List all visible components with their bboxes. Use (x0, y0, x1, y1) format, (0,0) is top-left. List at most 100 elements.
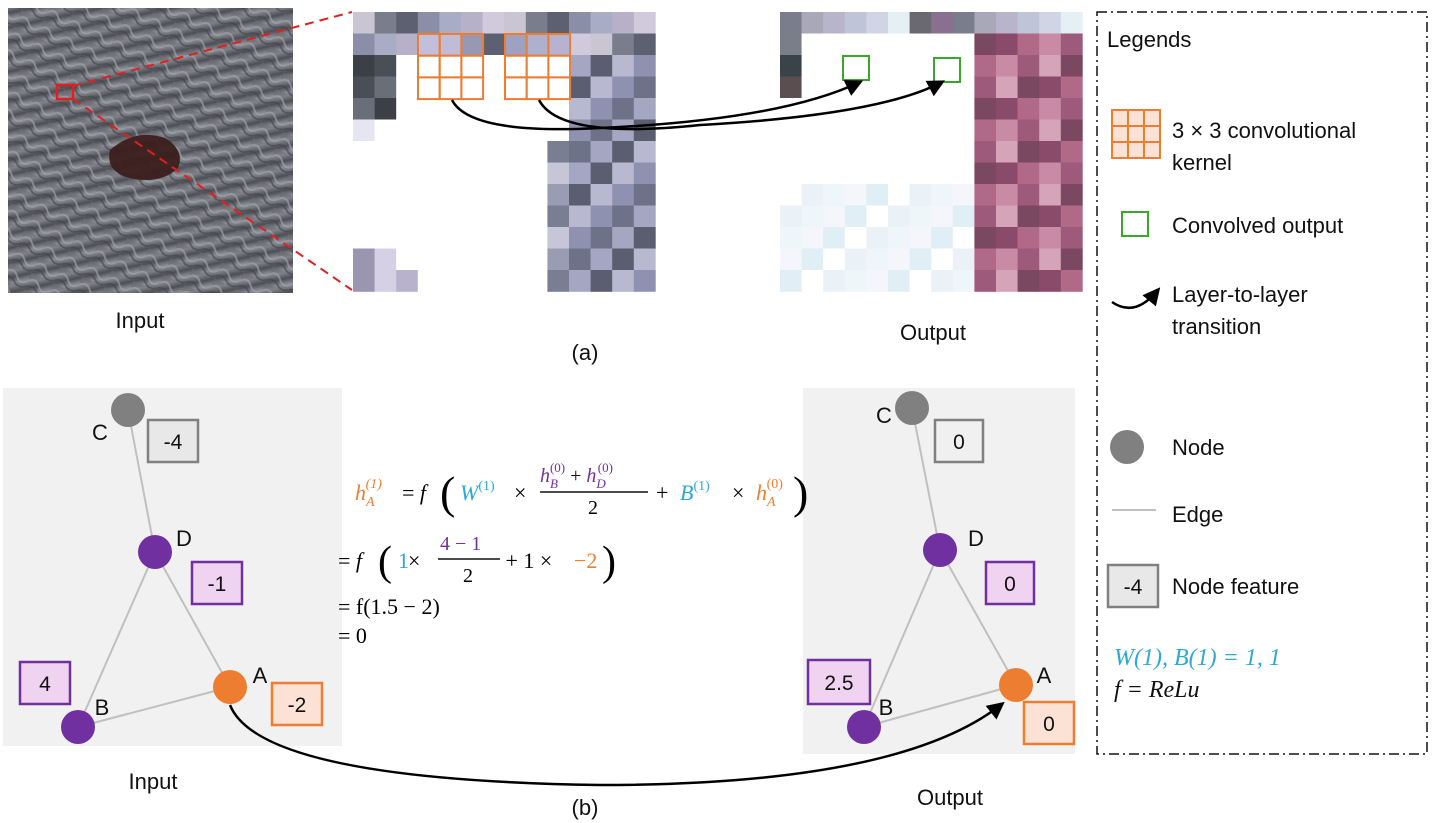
output-pixel (844, 248, 867, 271)
feature-box-a-out (1022, 700, 1076, 746)
convolved-output-cell-2 (933, 57, 961, 83)
output-pixel (1060, 33, 1083, 56)
legend-panel: Legends 3 × 3 convolutional kernel Convo… (1096, 11, 1428, 755)
input-pixel (353, 33, 375, 56)
output-pixel (952, 12, 975, 34)
input-pixel (633, 205, 656, 228)
input-pixel (633, 76, 656, 99)
output-pixel (866, 184, 889, 206)
input-pixel (612, 33, 635, 56)
input-pixel (612, 248, 635, 271)
input-pixel (590, 119, 613, 142)
feature-box-d (190, 560, 244, 606)
output-pixel (1060, 141, 1083, 163)
input-pixel (590, 184, 613, 206)
output-pixel (1060, 248, 1083, 271)
output-pixel (823, 162, 846, 185)
output-pixel (1017, 98, 1040, 120)
output-pixel (1039, 98, 1062, 120)
input-pixel (439, 141, 462, 163)
input-pixel (482, 98, 505, 120)
input-pixel (633, 270, 656, 292)
input-pixel (504, 141, 527, 163)
input-pixel (417, 141, 440, 163)
input-pixel (633, 55, 656, 77)
panel-b-caption: (b) (572, 795, 599, 820)
edge-c-d (127, 409, 156, 553)
output-pixel (952, 227, 975, 249)
output-pixel (952, 55, 975, 77)
output-pixel (974, 227, 997, 249)
input-pixel (525, 12, 548, 34)
input-pixel (590, 98, 613, 120)
eq-paren-close: ) (793, 467, 808, 518)
zoom-box-icon (55, 83, 75, 101)
satellite-input-image (8, 8, 293, 293)
edge-d-b-out (863, 549, 941, 728)
output-pixel (823, 55, 846, 77)
input-pixel (374, 12, 397, 34)
input-pixel (590, 162, 613, 185)
kernel-cell (438, 76, 463, 101)
panel-b-output-label: Output (917, 785, 983, 810)
transition-arrow-2 (537, 80, 946, 131)
zoomed-input-grid (353, 12, 656, 292)
node-c-label: C (92, 420, 108, 445)
output-pixel (1039, 55, 1062, 77)
output-pixel (866, 12, 889, 34)
input-pixel (612, 162, 635, 185)
output-pixel (1060, 270, 1083, 292)
input-pixel (569, 227, 591, 249)
convolved-output-cell-1 (842, 55, 870, 81)
output-pixel (952, 184, 975, 206)
output-pixel (888, 119, 910, 142)
output-pixel (1017, 270, 1040, 292)
kernel-cell (460, 33, 485, 57)
legend-border (1096, 11, 1428, 755)
input-pixel (569, 248, 591, 271)
output-pixel (1039, 162, 1062, 185)
output-pixel (996, 33, 1018, 56)
output-pixel (974, 98, 997, 120)
output-pixel (1017, 162, 1040, 185)
output-pixel (866, 205, 889, 228)
output-pixel (952, 248, 975, 271)
output-pixel (844, 55, 867, 77)
node-b (61, 710, 95, 744)
eq-line2-w: 1 (398, 548, 409, 573)
output-pixel (1017, 227, 1040, 249)
kernel-cell (525, 76, 550, 101)
kernel-cell (547, 33, 572, 57)
output-pixel (823, 248, 846, 271)
output-pixel (844, 205, 867, 228)
input-pixel (353, 76, 375, 99)
output-pixel (780, 227, 802, 249)
input-pixel (353, 141, 375, 163)
feature-b: 4 (39, 673, 51, 696)
input-pixel (525, 162, 548, 185)
output-pixel (801, 205, 824, 228)
input-pixel (482, 184, 505, 206)
input-pixel (569, 162, 591, 185)
input-pixel (590, 33, 613, 56)
kernel-cell (525, 33, 550, 57)
eq-plus: + (656, 480, 668, 505)
output-pixel (974, 119, 997, 142)
output-pixel (1017, 55, 1040, 77)
output-pixel (801, 76, 824, 99)
output-pixel (1060, 162, 1083, 185)
kernel-cell (504, 54, 528, 79)
input-pixel (461, 162, 483, 185)
feature-c: -4 (164, 431, 183, 454)
output-pixel (844, 184, 867, 206)
input-pixel (482, 12, 505, 34)
eq-line2-denominator: 2 (463, 565, 473, 587)
input-pixel (525, 141, 548, 163)
input-pixel (396, 98, 419, 120)
legend-kernel-line1: 3 × 3 convolutional (1172, 118, 1356, 143)
output-pixel (888, 33, 910, 56)
output-pixel (1017, 184, 1040, 206)
input-pixel (569, 76, 591, 99)
input-pixel (504, 162, 527, 185)
feature-box-c-out (933, 418, 985, 464)
